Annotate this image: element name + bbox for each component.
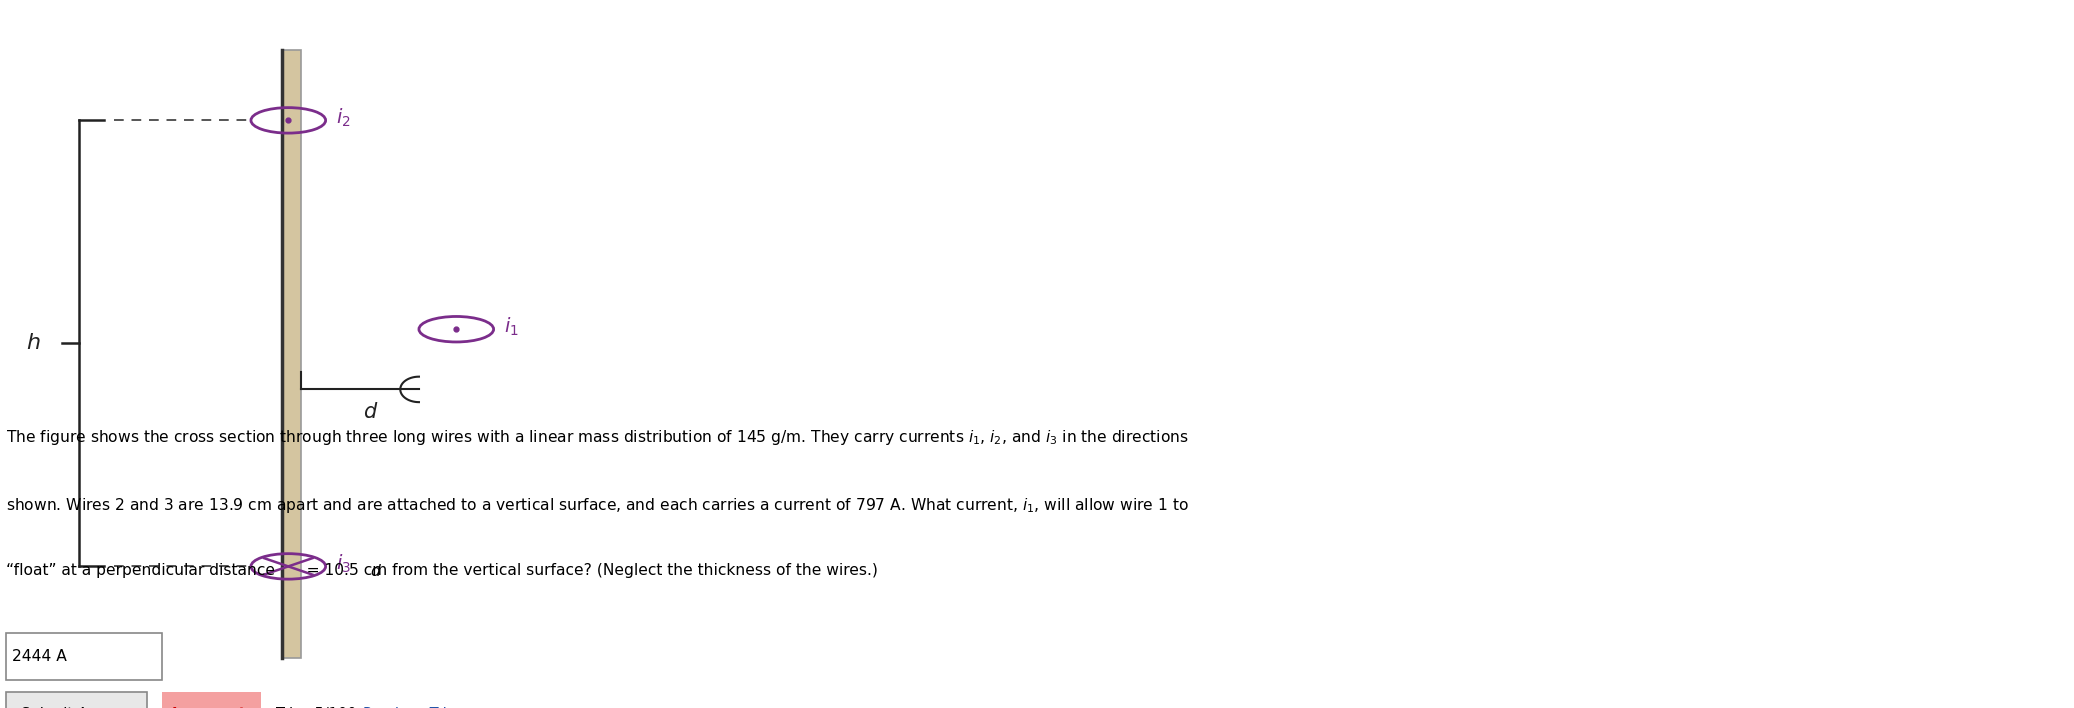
Text: Incorrect.: Incorrect. <box>172 707 251 708</box>
Bar <box>282 50 301 658</box>
Text: $i_1$: $i_1$ <box>504 316 518 338</box>
Text: Previous Tries: Previous Tries <box>363 707 463 708</box>
Text: 2444 A: 2444 A <box>12 649 66 664</box>
Text: Submit Answer: Submit Answer <box>21 707 133 708</box>
Text: $d$: $d$ <box>371 563 382 580</box>
Text: $h$: $h$ <box>25 332 41 355</box>
Bar <box>6 692 147 708</box>
Text: Tries 5/100: Tries 5/100 <box>276 707 361 708</box>
Text: $i_3$: $i_3$ <box>336 553 351 576</box>
Text: The figure shows the cross section through three long wires with a linear mass d: The figure shows the cross section throu… <box>6 428 1188 447</box>
Text: $d$: $d$ <box>363 402 377 422</box>
Text: $i_2$: $i_2$ <box>336 107 351 130</box>
Text: “float” at a perpendicular distance         = 10.5 cm from the vertical surface?: “float” at a perpendicular distance = 10… <box>6 563 877 578</box>
Text: shown. Wires 2 and 3 are 13.9 cm apart and are attached to a vertical surface, a: shown. Wires 2 and 3 are 13.9 cm apart a… <box>6 496 1188 515</box>
Bar <box>6 634 162 680</box>
Bar <box>162 692 261 708</box>
